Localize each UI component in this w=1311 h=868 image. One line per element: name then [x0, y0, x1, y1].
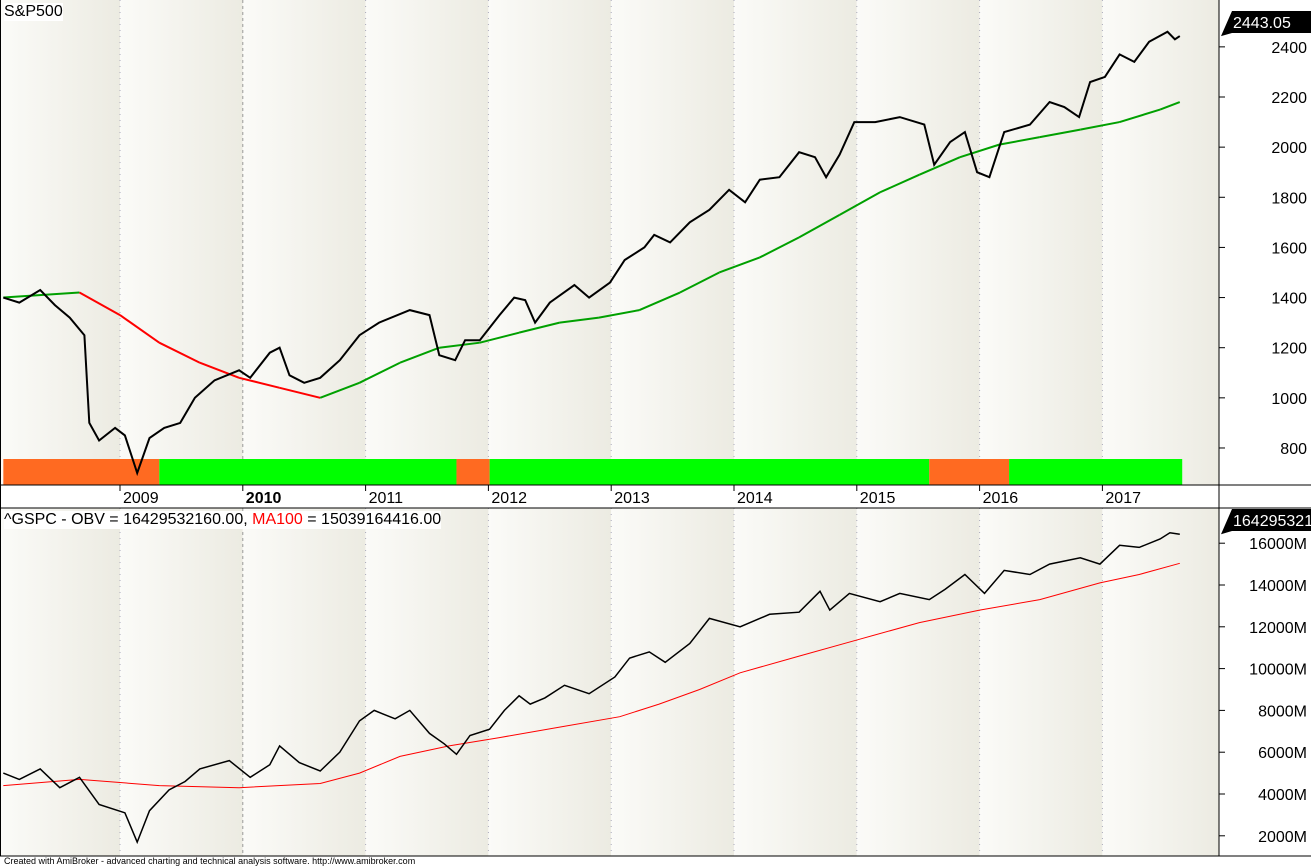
year-band-2014 [734, 0, 857, 485]
x-tick-label: 2013 [614, 490, 650, 507]
ma200-segment [238, 376, 280, 389]
price-panel-title: S&P500 [4, 3, 63, 21]
y-tick-label: 12000M [1249, 620, 1307, 637]
regime-band-bear [929, 459, 1010, 485]
ma200-segment [639, 291, 681, 312]
year-band-2008 [0, 508, 120, 856]
y-tick-label: 800 [1280, 441, 1307, 458]
ma200-segment [999, 136, 1040, 146]
ma200-segment [1159, 101, 1181, 111]
x-tick-label: 2014 [737, 490, 773, 507]
ma200-segment [399, 346, 440, 364]
year-band-2016 [979, 0, 1103, 485]
series-lines [3, 30, 1181, 845]
year-band-2016 [979, 508, 1103, 856]
year-band-2009 [120, 508, 243, 856]
ma200-segment [1119, 108, 1161, 124]
x-tick-label: 2012 [491, 490, 527, 507]
y-tick-label: 1400 [1271, 291, 1307, 308]
ma200-segment [319, 381, 360, 399]
y-tick-label: 1000 [1271, 391, 1307, 408]
ma200-segment [1039, 128, 1081, 139]
obv-title-suffix: = 15039164416.00 [302, 511, 442, 528]
regime-bands [3, 459, 1183, 485]
ma100-line [3, 562, 1180, 789]
x-tick-label: 2015 [860, 490, 896, 507]
obv-line [3, 532, 1180, 845]
ma200-segment [439, 341, 480, 349]
year-band-2011 [365, 0, 489, 485]
ma200-segment [879, 173, 920, 194]
ma200-segment [839, 191, 881, 216]
y-tick-label: 16000M [1249, 536, 1307, 553]
ma200-segment [959, 143, 1000, 159]
regime-band-bull [159, 459, 457, 485]
year-band-2008 [0, 0, 120, 485]
year-band-2012 [488, 0, 612, 485]
year-band-2015 [856, 508, 980, 856]
y-tick-label: 14000M [1249, 578, 1307, 595]
ma200-segment [598, 309, 640, 319]
x-tick-label: 2010 [246, 490, 282, 507]
year-band-2017 [1102, 508, 1219, 856]
obv-last-value: 16429532160 [1233, 513, 1311, 530]
price-last-value: 2443.05 [1233, 15, 1291, 32]
regime-band-bull [1009, 459, 1183, 485]
regime-band-bear [456, 459, 490, 485]
ma200-segment [78, 291, 121, 316]
y-tick-label: 2200 [1271, 90, 1307, 107]
ma200-segment [158, 341, 201, 364]
x-tick-label: 2009 [123, 490, 159, 507]
y-tick-label: 10000M [1249, 662, 1307, 679]
y-tick-label: 8000M [1258, 703, 1307, 720]
year-band-2010 [242, 0, 366, 485]
regime-band-bull [489, 459, 930, 485]
ma200-segment [479, 331, 520, 344]
x-tick-label: 2017 [1105, 490, 1141, 507]
ma200-segment [798, 213, 841, 239]
ma200-segment [679, 271, 720, 294]
y-tick-label: 1800 [1271, 190, 1307, 207]
year-band-2015 [856, 0, 980, 485]
price-last-value-bg [1221, 11, 1311, 37]
year-band-2010 [242, 508, 366, 856]
ma200-segment [919, 156, 961, 176]
y-tick-label: 2400 [1271, 40, 1307, 57]
ma200-segment [279, 386, 321, 399]
year-band-2013 [611, 508, 734, 856]
obv-panel-title: ^GSPC - OBV = 16429532160.00, MA100 = 15… [4, 511, 442, 529]
ma100-legend: MA100 [252, 511, 303, 528]
ma200-segment [1080, 121, 1120, 131]
ma200-segment [718, 256, 761, 274]
year-band-2014 [734, 508, 857, 856]
y-tick-label: 4000M [1258, 787, 1307, 804]
y-tick-label: 2000 [1271, 140, 1307, 157]
year-band-2012 [488, 508, 612, 856]
y-tick-label: 1200 [1271, 341, 1307, 358]
ma200-segment [359, 361, 401, 384]
ma200-segment [199, 361, 240, 379]
ma200-segment [559, 316, 600, 324]
ma200-segment [3, 291, 80, 299]
y-tick-label: 2000M [1258, 829, 1307, 846]
year-band-2009 [120, 0, 243, 485]
footer-credit: Created with AmiBroker - advanced charti… [4, 856, 416, 866]
x-tick-label: 2011 [369, 490, 404, 507]
ma200-segment [759, 236, 800, 259]
year-band-2013 [611, 0, 734, 485]
y-tick-label: 1600 [1271, 240, 1307, 257]
price-line [3, 30, 1181, 477]
ma200-segment [119, 314, 160, 344]
year-band-2017 [1102, 0, 1219, 485]
obv-title-prefix: ^GSPC - OBV = 16429532160.00, [4, 511, 253, 528]
year-shading [0, 0, 1219, 856]
obv-last-value-bg [1221, 509, 1311, 535]
x-tick-label: 2016 [983, 490, 1019, 507]
year-band-2011 [365, 508, 489, 856]
year-gridlines [119, 0, 1103, 856]
ma200-segment [518, 321, 560, 334]
y-tick-label: 6000M [1258, 745, 1307, 762]
